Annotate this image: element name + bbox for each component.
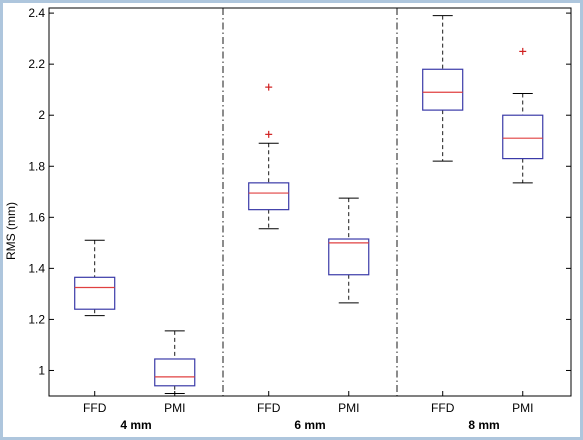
y-tick-label: 2.2 (28, 57, 45, 71)
x-tick-label: FFD (83, 401, 107, 415)
x-tick-label: PMI (512, 401, 533, 415)
x-tick-label: PMI (338, 401, 359, 415)
x-tick-label: FFD (257, 401, 281, 415)
group-label: 4 mm (120, 418, 151, 432)
y-tick-label: 1 (38, 363, 45, 377)
y-tick-label: 1.8 (28, 159, 45, 173)
group-label: 8 mm (468, 418, 499, 432)
y-tick-label: 2 (38, 108, 45, 122)
iqr-box (422, 68, 464, 111)
chart-frame: 1 1.2 1.4 1.6 1.8 2 2.2 2.4 4 mm FFD PMI 6 mm FFD PMI… (3, 3, 580, 437)
y-axis-label: RMS (mm) (4, 202, 18, 260)
y-tick-label: 1.4 (28, 261, 45, 275)
iqr-box (328, 238, 370, 276)
outlier-marker (265, 130, 273, 138)
iqr-box (74, 276, 116, 310)
x-tick-label: FFD (431, 401, 455, 415)
iqr-box (248, 182, 290, 211)
outlier-marker (265, 83, 273, 91)
box-plot-chart: 1 1.2 1.4 1.6 1.8 2 2.2 2.4 4 mm FFD PMI 6 mm FFD PMI… (4, 6, 572, 432)
y-tick-label: 1.2 (28, 312, 45, 326)
outlier-marker (519, 47, 527, 55)
y-tick-label: 1.6 (28, 210, 45, 224)
y-tick-label: 2.4 (28, 6, 45, 20)
plot-area-frame (48, 7, 572, 397)
group-label: 6 mm (294, 418, 325, 432)
x-tick-label: PMI (164, 401, 185, 415)
iqr-box (154, 358, 196, 387)
iqr-box (502, 114, 544, 160)
